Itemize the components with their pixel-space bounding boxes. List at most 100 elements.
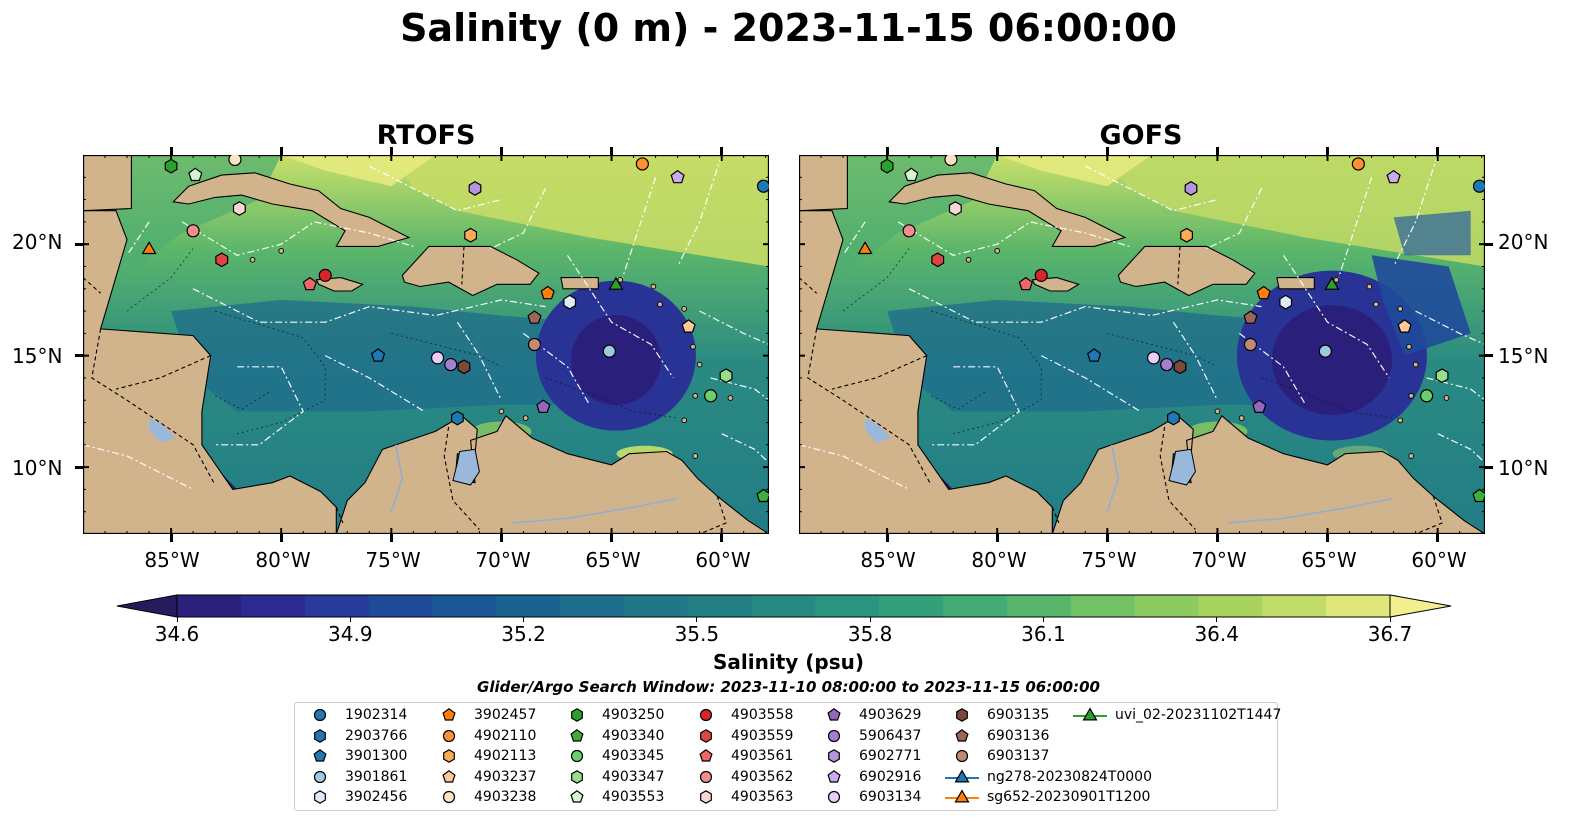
legend-label: 6903136: [987, 727, 1050, 744]
colorbar-segment: [1006, 595, 1072, 617]
obs-marker-4903345-R: [1420, 389, 1434, 403]
lon-label-right-65w: 65°W: [1301, 548, 1357, 572]
obs-marker-3902457-R: [1256, 285, 1271, 300]
legend-item: 4903562: [689, 767, 793, 787]
lon-major-tick: [995, 534, 999, 542]
legend-label: 4903629: [859, 707, 922, 723]
legend-label: sg652-20230901T1200: [987, 789, 1151, 805]
legend-item: 2903766: [303, 726, 407, 746]
legend-item: 4903347: [560, 767, 664, 787]
legend-marker-1902314: [313, 708, 327, 722]
legend-marker-icon: [956, 708, 968, 722]
legend-marker-6903137: [955, 749, 969, 763]
lon-major-tick: [610, 534, 614, 542]
obs-marker-6902916-L: [670, 169, 685, 184]
legend-item: 4902110: [432, 726, 536, 746]
legend-marker-icon: [571, 708, 583, 722]
legend-label: 4903345: [602, 748, 665, 764]
obs-marker-4903561-L: [302, 276, 317, 291]
search-window-text: Glider/Argo Search Window: 2023-11-10 08…: [477, 678, 1100, 696]
legend-label: 3902457: [474, 707, 537, 723]
colorbar-tick: [523, 617, 525, 622]
lon-major-tick: [279, 147, 283, 155]
lon-major-tick: [885, 147, 889, 155]
legend-item: sg652-20230901T1200: [945, 787, 1150, 807]
obs-marker-5906437-R: [1160, 357, 1174, 372]
obs-marker-4903553-L: [188, 167, 203, 182]
legend-marker-icon: [571, 769, 583, 784]
lon-major-tick: [995, 147, 999, 155]
lon-major-tick: [169, 147, 173, 155]
legend-marker-6902916: [827, 769, 841, 783]
legend-marker-2903766: [314, 728, 326, 743]
legend-label: 3901861: [345, 768, 408, 785]
salinity-map-rtofs: [83, 155, 769, 534]
obs-marker-3901861-L: [602, 344, 616, 358]
obs-marker-4903345-L: [704, 389, 718, 403]
obs-marker-4903558-L: [318, 268, 332, 282]
legend-label: 6902916: [859, 768, 922, 785]
obs-marker-1902314-R: [1472, 179, 1485, 193]
lon-major-tick: [885, 534, 889, 542]
colorbar-tick-label: 35.2: [501, 622, 546, 646]
legend-marker-icon: [314, 790, 326, 804]
colorbar-segment: [815, 595, 880, 617]
legend-label: 2903766: [345, 727, 408, 744]
obs-marker-4903250-R: [880, 158, 894, 174]
obs-marker-6903135-L: [457, 359, 471, 375]
obs-marker-4903629-L: [536, 399, 551, 413]
colorbar-segment: [751, 595, 817, 617]
legend-marker-4903238: [442, 790, 456, 804]
lat-label-left-10n: 10°N: [12, 456, 63, 480]
legend-marker-4903553: [570, 790, 584, 803]
lon-major-tick: [1105, 147, 1109, 155]
lon-label-right-80w: 80°W: [971, 548, 1027, 572]
legend-item: 3902457: [432, 705, 536, 725]
obs-marker-6903137-R: [1243, 337, 1258, 352]
legend-marker-icon: [314, 728, 326, 743]
colorbar-tick-label: 35.8: [847, 622, 893, 646]
legend-marker-3901861: [313, 770, 327, 783]
legend-label: 3901300: [345, 748, 408, 764]
obs-marker-3902456-L: [563, 294, 577, 310]
colorbar-segment: [240, 595, 306, 617]
legend-item: 4903561: [689, 746, 793, 766]
obs-marker-4902113-L: [464, 227, 477, 243]
legend-marker-icon: [570, 749, 584, 763]
lon-major-tick: [1436, 147, 1440, 155]
obs-marker-4903340-L: [756, 488, 769, 503]
colorbar-segment: [368, 595, 433, 617]
legend-marker-icon: [827, 708, 841, 721]
legend-item: 3901861: [303, 767, 407, 787]
obs-marker-4903237-R: [1397, 319, 1412, 333]
obs-marker-4903250-L: [164, 158, 178, 174]
obs-marker-4903237-L: [681, 319, 696, 333]
lon-label-right-70w: 70°W: [1191, 548, 1247, 572]
legend-marker-6903134: [827, 790, 841, 804]
obs-marker-sg652-20230901T1200-L: [141, 241, 157, 255]
obs-marker-3902456-R: [1279, 294, 1293, 310]
lon-label-left-75w: 75°W: [365, 548, 421, 572]
colorbar-segment: [496, 595, 561, 617]
panel-title-gofs: GOFS: [1099, 120, 1183, 151]
legend-item: 6903135: [945, 705, 1049, 725]
legend-item: 4903345: [560, 746, 664, 766]
legend-marker-6903135: [956, 708, 968, 722]
lat-major-tick: [75, 242, 83, 246]
legend-item: 1902314: [303, 705, 407, 725]
legend-marker-icon: [699, 708, 713, 722]
legend-label: 4903561: [731, 748, 794, 764]
colorbar-segment: [1326, 595, 1391, 617]
legend-item: 4903563: [689, 787, 793, 807]
legend-label: 6903134: [859, 789, 922, 805]
obs-marker-6902771-L: [468, 181, 482, 196]
colorbar-tick-label: 34.6: [154, 622, 200, 646]
obs-marker-4903238-L: [228, 155, 242, 167]
legend-marker-icon: [442, 729, 456, 742]
colorbar-segment: [687, 595, 753, 617]
legend-label: 4903340: [602, 727, 665, 744]
legend-item: 5906437: [817, 726, 921, 746]
legend-marker-6903136: [955, 728, 969, 742]
obs-marker-6903136-L: [527, 310, 542, 324]
lon-major-tick: [279, 534, 283, 542]
